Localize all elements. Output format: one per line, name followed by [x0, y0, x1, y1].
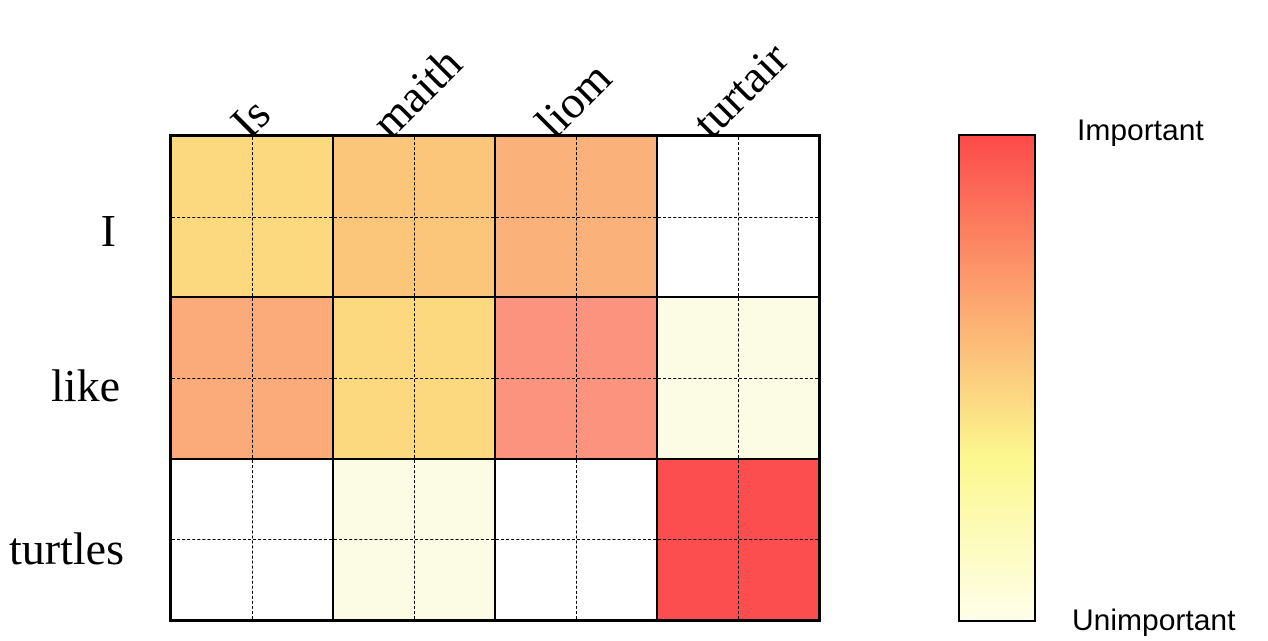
heatmap-cell-like-turtair: [657, 297, 819, 459]
row-label-like: like: [51, 360, 120, 411]
heatmap-cell-turtles-is: [171, 458, 333, 620]
heatmap-cell-i-turtair: [657, 136, 819, 298]
cell-divider-horizontal: [496, 377, 656, 379]
cell-divider-horizontal: [172, 377, 332, 379]
heatmap-cell-turtles-liom: [495, 458, 657, 620]
cell-divider-horizontal: [658, 377, 818, 379]
cell-divider-horizontal: [496, 539, 656, 541]
column-label-turtair: turtair: [682, 31, 798, 148]
heatmap-cell-like-liom: [495, 297, 657, 459]
heatmap-grid: [169, 134, 821, 622]
row-label-turtles: turtles: [9, 523, 124, 574]
cell-divider-horizontal: [334, 377, 494, 379]
colorbar-label-important: Important: [1077, 114, 1204, 147]
row-label-i: I: [100, 205, 116, 256]
colorbar-label-unimportant: Unimportant: [1072, 604, 1236, 637]
colorbar: [958, 134, 1036, 622]
heatmap-cell-like-is: [171, 297, 333, 459]
heatmap-cell-i-maith: [333, 136, 495, 298]
cell-divider-horizontal: [172, 539, 332, 541]
cell-divider-horizontal: [334, 216, 494, 218]
cell-divider-horizontal: [496, 216, 656, 218]
heatmap-cell-i-liom: [495, 136, 657, 298]
heatmap-cell-i-is: [171, 136, 333, 298]
cell-divider-horizontal: [334, 539, 494, 541]
heatmap-cell-like-maith: [333, 297, 495, 459]
heatmap-cell-turtles-maith: [333, 458, 495, 620]
column-label-liom: liom: [525, 51, 622, 148]
heatmap-cell-turtles-turtair: [657, 458, 819, 620]
column-label-maith: maith: [361, 37, 472, 148]
cell-divider-horizontal: [658, 216, 818, 218]
cell-divider-horizontal: [658, 539, 818, 541]
cell-divider-horizontal: [172, 216, 332, 218]
